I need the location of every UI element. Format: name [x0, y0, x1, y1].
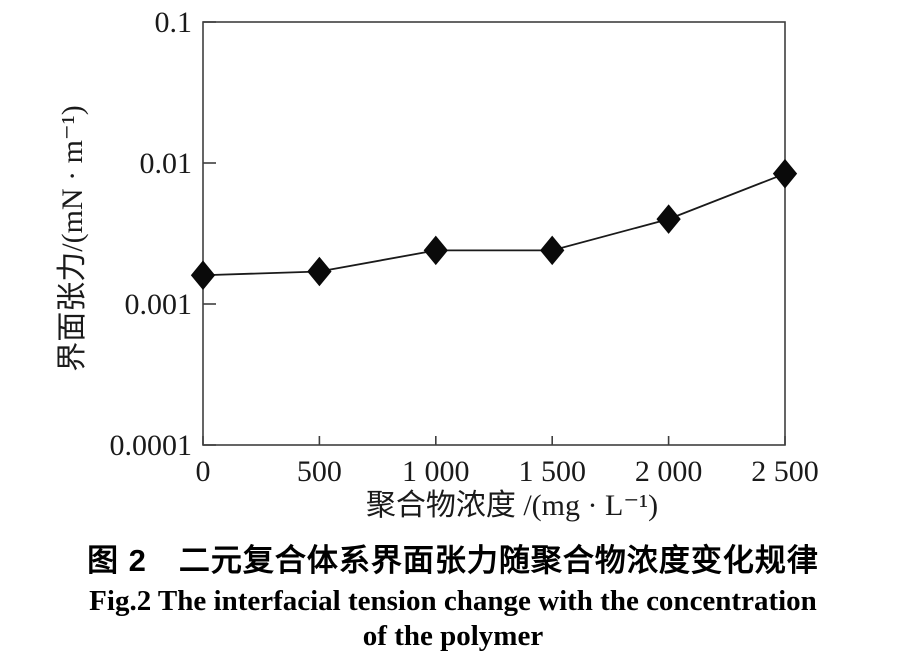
y-tick-label: 0.0001 [110, 429, 193, 462]
data-point-marker [540, 235, 565, 266]
data-point-marker [423, 235, 448, 266]
data-point-marker [772, 158, 798, 189]
caption-chinese: 图 2 二元复合体系界面张力随聚合物浓度变化规律 [87, 543, 819, 578]
series-line [202, 172, 786, 277]
x-tick-label: 500 [297, 455, 342, 488]
data-point-marker [190, 260, 216, 291]
caption-english-line2: of the polymer [362, 620, 544, 652]
x-tick-label: 2 500 [751, 455, 819, 488]
x-tick-label: 1 000 [402, 455, 470, 488]
figure-caption: 图 2 二元复合体系界面张力随聚合物浓度变化规律 Fig.2 The inter… [0, 538, 906, 654]
plot-box [202, 21, 786, 446]
x-tick-label: 0 [196, 455, 211, 488]
x-axis-title: 聚合物浓度 /(mg · L⁻¹) [366, 489, 658, 522]
x-tick-label: 1 500 [518, 455, 586, 488]
y-tick-label: 0.01 [140, 147, 193, 180]
y-tick-label: 0.1 [155, 6, 193, 39]
y-tick-label: 0.001 [125, 288, 193, 321]
y-axis-title: 界面张力/(mN · m⁻¹) [56, 105, 89, 371]
caption-english-line1: Fig.2 The interfacial tension change wit… [89, 585, 817, 617]
x-tick-label: 2 000 [635, 455, 703, 488]
data-point-marker [656, 204, 681, 234]
data-point-marker [307, 256, 332, 287]
